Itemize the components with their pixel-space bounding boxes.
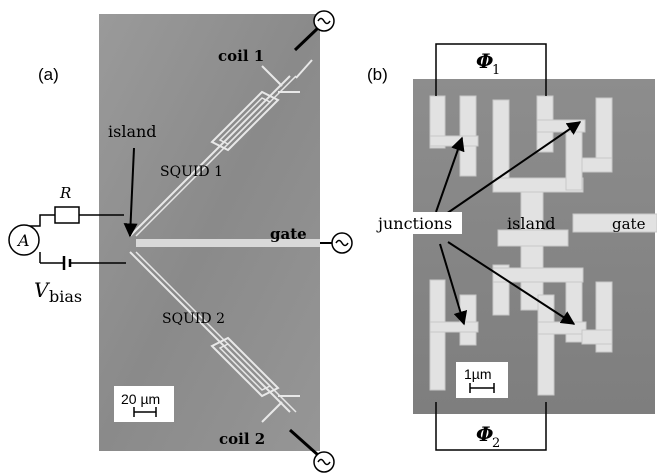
flux2-label-sub: 2	[492, 436, 500, 451]
coil1-label: coil 1	[218, 47, 264, 65]
resistor-symbol	[54, 206, 80, 224]
junction-arrow-3	[439, 243, 468, 326]
vbias-label-main: V	[34, 278, 51, 302]
flux1-label-main: Φ	[476, 49, 494, 73]
gate-label-a: gate	[270, 225, 307, 243]
bias-circuit	[21, 206, 126, 270]
resistor-label: R	[59, 184, 71, 202]
scalebar-box-b	[456, 362, 508, 398]
flux2-bracket	[435, 402, 547, 451]
panel-a-label: (a)	[38, 65, 59, 84]
coil1-lead	[293, 26, 320, 52]
ammeter-symbol	[8, 224, 40, 256]
vbias-label-sub: bias	[49, 287, 82, 306]
flux1-bracket	[435, 43, 547, 96]
junction-arrows	[435, 121, 582, 326]
squid1-label: SQUID 1	[160, 164, 223, 180]
scalebar-label-a: 20 µm	[121, 391, 160, 407]
junction-arrow-1	[435, 136, 465, 213]
coil2-label: coil 2	[219, 430, 265, 448]
coil2-lead	[289, 428, 319, 457]
island-label-a: island	[108, 122, 157, 141]
panel-b-label: (b)	[367, 65, 388, 84]
ammeter-label: A	[16, 231, 30, 250]
panel-a: (a) coil 1 coil 2 island SQUID 1 SQUID 2…	[8, 10, 353, 473]
squid2-arm	[129, 251, 300, 423]
junctions-label: junctions	[376, 214, 452, 233]
squid2-label: SQUID 2	[162, 311, 225, 327]
panel-b: (b) Φ 1 Φ 2 junctions island gate 1µm	[367, 43, 657, 451]
gate-label-b: gate	[612, 215, 646, 233]
scalebar-box-a	[114, 386, 174, 422]
junctions-label-bg	[376, 212, 462, 234]
squid1-arm	[129, 59, 313, 237]
flux2-label-main: Φ	[476, 422, 494, 446]
scalebar-label-b: 1µm	[464, 366, 492, 382]
island-label-b: island	[507, 214, 556, 233]
junction-arrow-2	[445, 121, 582, 215]
flux1-label-sub: 1	[492, 63, 500, 78]
gate-line-a	[136, 239, 320, 247]
coil2-sine-icon	[317, 458, 331, 466]
gate-sine-icon	[335, 239, 349, 247]
junction-arrow-4	[447, 241, 576, 325]
island-arrow-a	[123, 147, 138, 238]
coil1-sine-icon	[317, 17, 331, 25]
